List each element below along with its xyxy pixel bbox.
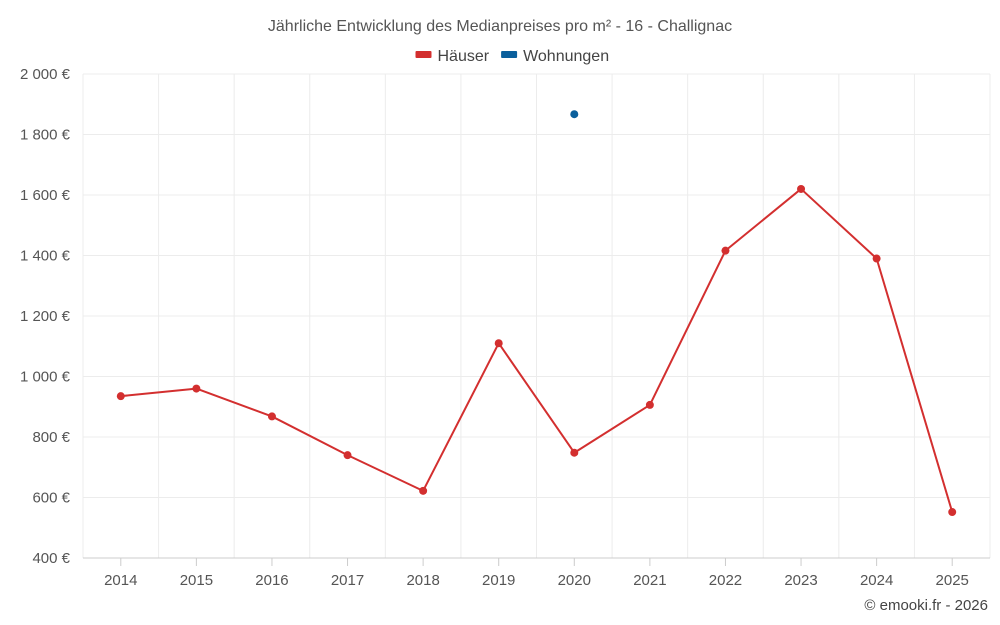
x-tick-label: 2014 (104, 572, 137, 589)
data-point-h-user[interactable] (494, 339, 503, 348)
credit-text: © emooki.fr - 2026 (864, 597, 988, 614)
data-point-h-user[interactable] (948, 508, 957, 517)
y-tick-label: 1 000 € (20, 369, 71, 386)
data-point-h-user[interactable] (419, 486, 428, 495)
x-tick-label: 2016 (255, 572, 288, 589)
data-point-h-user[interactable] (343, 451, 352, 460)
y-tick-label: 1 200 € (20, 308, 71, 325)
legend-swatch (501, 51, 518, 58)
y-tick-label: 2 000 € (20, 66, 71, 83)
x-tick-label: 2023 (784, 572, 817, 589)
x-axis: 2014 2015 2016 2017 2018 2019 2020 2021 2022 2023… (83, 557, 990, 589)
x-tick-label: 2019 (482, 572, 515, 589)
y-tick-label: 400 € (32, 550, 70, 567)
chart-title: Jährliche Entwicklung des Medianpreises … (268, 18, 732, 35)
series-line-h-user (120, 187, 954, 513)
x-tick-label: 2021 (633, 572, 666, 589)
legend-label: Wohnungen (523, 48, 609, 65)
series-h-user (116, 184, 957, 517)
y-tick-label: 1 600 € (20, 187, 71, 204)
x-tick-label: 2018 (406, 572, 439, 589)
y-axis: 400 € 600 € 800 € 1 000 € 1 200 € 1 400 € 1 60… (20, 66, 71, 567)
x-tick-label: 2024 (860, 572, 893, 589)
x-tick-label: 2020 (558, 572, 591, 589)
series-wohnungen (570, 110, 579, 119)
legend-item-wohnungen[interactable]: Wohnungen (501, 48, 609, 65)
data-point-h-user[interactable] (721, 246, 730, 255)
legend-swatch (415, 51, 432, 58)
legend-item-h-user[interactable]: Häuser (415, 48, 490, 65)
legend[interactable]: Häuser Wohnungen (415, 48, 610, 65)
x-tick-label: 2022 (709, 572, 742, 589)
y-tick-label: 1 400 € (20, 248, 71, 265)
grid (82, 73, 991, 558)
data-point-h-user[interactable] (267, 412, 276, 421)
data-point-h-user[interactable] (570, 448, 579, 457)
y-tick-label: 1 800 € (20, 127, 71, 144)
data-point-h-user[interactable] (797, 184, 806, 193)
y-tick-label: 800 € (32, 429, 70, 446)
data-point-h-user[interactable] (116, 392, 125, 401)
data-point-h-user[interactable] (645, 400, 654, 409)
legend-label: Häuser (438, 48, 490, 65)
data-point-h-user[interactable] (872, 254, 881, 263)
data-point-wohnungen[interactable] (570, 110, 579, 119)
y-tick-label: 600 € (32, 490, 70, 507)
x-tick-label: 2017 (331, 572, 364, 589)
x-tick-label: 2025 (936, 572, 969, 589)
x-tick-label: 2015 (180, 572, 213, 589)
data-point-h-user[interactable] (192, 384, 201, 393)
series-layer (116, 110, 957, 517)
